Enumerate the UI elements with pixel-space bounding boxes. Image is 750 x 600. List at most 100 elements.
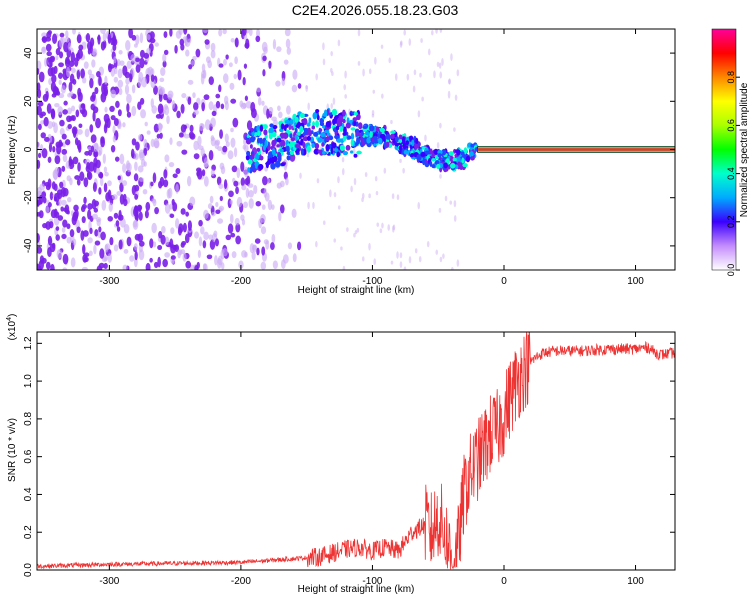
signal-blob (413, 143, 420, 149)
spectral-speckle (215, 201, 219, 208)
spectral-speckle (38, 259, 45, 270)
signal-blob (339, 126, 344, 132)
spectral-speckle-faint (329, 189, 332, 198)
spectral-speckle (107, 33, 111, 44)
signal-blob (465, 155, 471, 163)
spectral-speckle (134, 251, 138, 261)
spectral-speckle (83, 61, 89, 69)
signal-blob (350, 132, 355, 141)
spectral-speckle (66, 223, 71, 230)
spectral-speckle (107, 215, 114, 222)
spectral-speckle (135, 34, 140, 45)
spectral-speckle (135, 64, 141, 73)
snr-axes: -300 -200 -100 0 100 0.0 0.2 0.4 0.6 0.8 1.0 1.2 (23, 332, 675, 587)
spectral-speckle (139, 177, 145, 182)
signal-blob (328, 135, 334, 141)
spectral-speckle (85, 33, 91, 43)
spectral-speckle (60, 85, 66, 94)
spectral-speckle (195, 48, 201, 58)
spectral-speckle (66, 66, 71, 78)
colorbar-tick-label: 0.6 (726, 119, 736, 132)
spectral-speckle (90, 145, 95, 153)
spectral-speckle (93, 244, 97, 255)
spectral-speckle (153, 85, 158, 95)
spectral-speckle (102, 153, 106, 164)
spectral-speckle (236, 167, 241, 179)
spectral-speckle (242, 29, 247, 36)
snr-ylabel: SNR (10 * v/v) (7, 418, 18, 482)
spectral-speckle-faint (399, 158, 402, 164)
spectral-speckle-faint (357, 29, 361, 37)
spectral-speckle (227, 223, 234, 234)
signal-blob (320, 132, 326, 138)
signal-blob (331, 108, 338, 116)
spectral-speckle (230, 213, 234, 224)
signal-blob (436, 163, 441, 170)
signal-blob (276, 137, 282, 143)
spectral-speckle-faint (449, 200, 453, 205)
spectral-speckle (44, 57, 48, 67)
signal-blob (415, 137, 419, 145)
spectral-speckle (218, 183, 224, 190)
signal-blob (345, 144, 351, 151)
spectral-speckle (71, 105, 76, 112)
spectral-speckle-faint (381, 93, 384, 99)
spectral-speckle (79, 171, 85, 182)
spectral-speckle (291, 84, 298, 93)
spectral-speckle (163, 179, 169, 188)
spectral-speckle (201, 102, 205, 112)
spectral-speckle-faint (330, 50, 333, 57)
spectral-speckle (37, 101, 44, 107)
signal-blob (296, 131, 301, 136)
spectral-speckle (65, 58, 70, 65)
spectral-speckle-faint (346, 227, 349, 232)
spectral-speckle (208, 234, 213, 240)
spectral-speckle (95, 117, 101, 129)
spectral-speckle (67, 42, 72, 51)
spectral-speckle (251, 251, 256, 261)
spectral-speckle (102, 32, 107, 42)
spectral-speckle (122, 122, 126, 128)
colorbar: 0.0 0.2 0.4 0.6 0.8 Normalized spectral ampl… (711, 28, 750, 276)
spectral-speckle (113, 117, 119, 127)
signal-blob (283, 124, 287, 132)
spectral-speckle (170, 255, 176, 260)
spectral-speckle-faint (436, 61, 440, 68)
spectral-speckle (137, 134, 143, 141)
spectral-speckle (53, 65, 58, 75)
spectral-speckle-faint (368, 242, 371, 251)
signal-blob (456, 149, 461, 156)
y-tick-label: 0.6 (23, 449, 34, 463)
spectral-speckle-faint (361, 256, 365, 262)
spectral-speckle (162, 60, 167, 68)
spectral-speckle (45, 261, 51, 270)
spectral-speckle (107, 63, 112, 73)
y-tick-label: 0.4 (23, 487, 34, 501)
spectral-speckle (175, 218, 180, 229)
spectral-speckle (92, 213, 98, 220)
spectral-speckle (112, 125, 116, 134)
spectral-speckle (154, 207, 159, 215)
colorbar-tick-label: 0.2 (726, 216, 736, 229)
spectral-speckle (62, 109, 68, 115)
spectral-speckle (55, 55, 59, 61)
spectral-speckle (187, 38, 192, 44)
spectral-speckle (114, 67, 118, 75)
spectral-speckle (113, 56, 117, 64)
spectral-speckle (279, 204, 285, 214)
signal-blob (460, 151, 465, 156)
spectral-speckle-faint (412, 85, 416, 93)
spectral-speckle (185, 260, 192, 269)
spectral-speckle (235, 186, 239, 195)
signal-blob (469, 156, 475, 161)
spectral-speckle-faint (414, 248, 418, 254)
spectral-speckle (37, 123, 42, 131)
spectral-speckle (134, 233, 141, 241)
spectral-speckle (130, 53, 136, 63)
spectral-speckle-faint (390, 119, 393, 125)
x-tick-label: 0 (501, 276, 507, 287)
spectral-speckle (230, 98, 237, 104)
signal-blob (330, 147, 334, 155)
spectral-speckle (158, 93, 163, 102)
spectral-speckle (47, 202, 52, 208)
